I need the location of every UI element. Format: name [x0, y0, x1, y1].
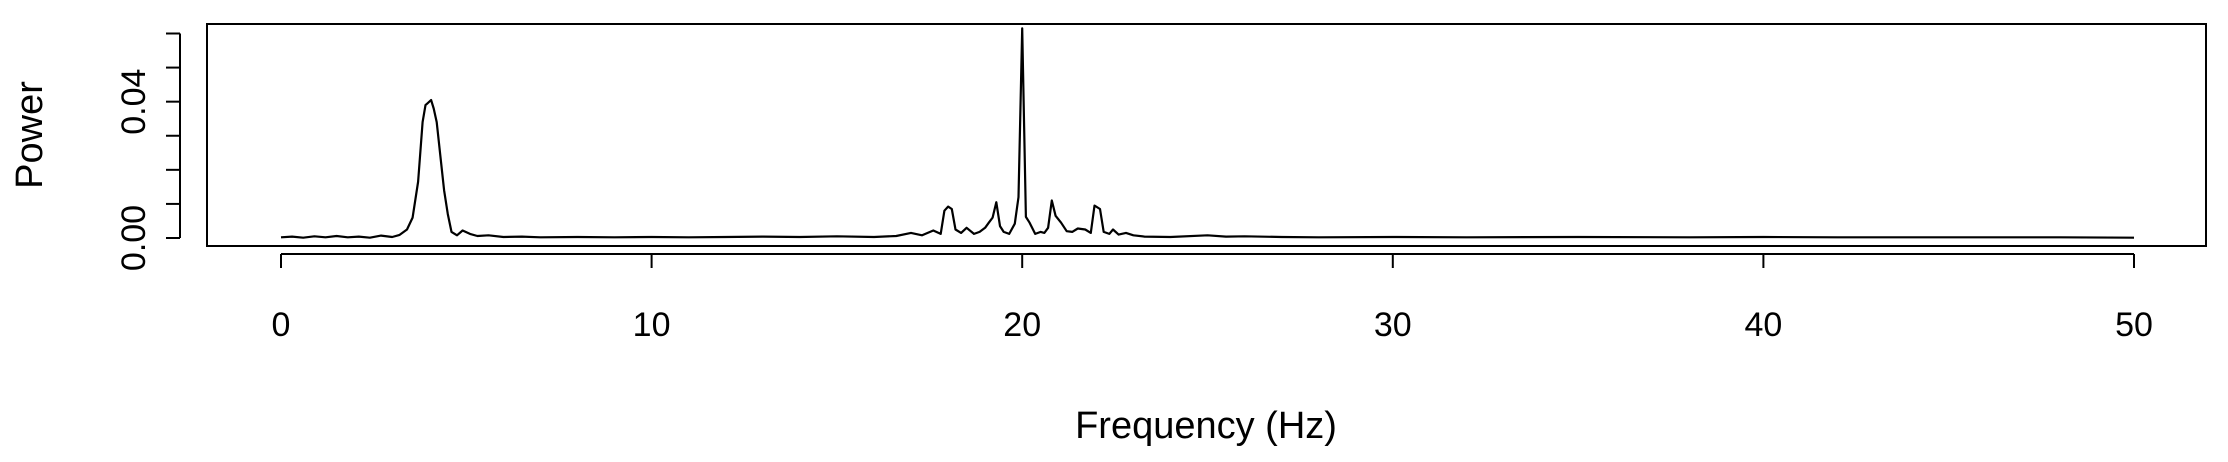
x-axis: 0 10 20 30 40 50 — [272, 253, 2153, 344]
power-series-line — [280, 27, 2135, 239]
plot-box — [206, 23, 2207, 247]
x-tick-label: 20 — [1003, 306, 1041, 344]
x-tick-label: 30 — [1374, 306, 1412, 344]
x-tick-label: 50 — [2115, 306, 2153, 344]
x-tick-label: 40 — [1744, 306, 1782, 344]
x-axis-title: Frequency (Hz) — [1075, 405, 1337, 447]
x-tick-label: 0 — [272, 306, 291, 344]
x-tick-label: 10 — [633, 306, 671, 344]
y-tick-label: 0.04 — [115, 69, 153, 135]
y-axis: 0.00 0.04 — [115, 32, 181, 271]
y-axis-title: Power — [9, 81, 51, 189]
y-tick-label: 0.00 — [115, 205, 153, 271]
